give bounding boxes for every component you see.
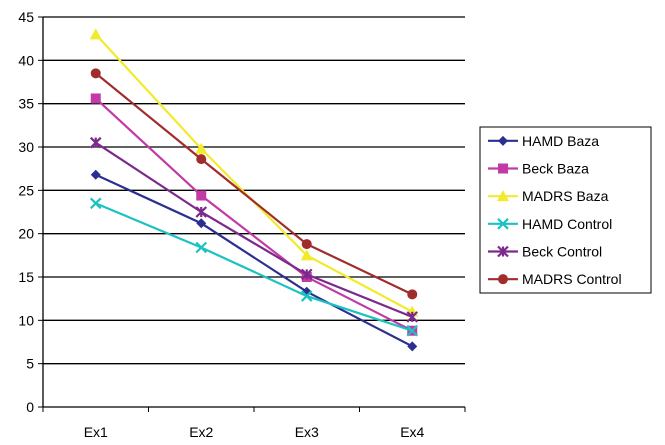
- legend-box: [479, 126, 652, 294]
- series-0-point: [407, 341, 418, 352]
- series-0-point: [196, 218, 207, 229]
- legend: HAMD Baza Beck Baza MADRS Baza HAMD Control…: [479, 126, 652, 294]
- series-4-point: [89, 136, 102, 149]
- series-4-point: [300, 268, 313, 281]
- series-2-point: [300, 249, 313, 261]
- series-3-point: [300, 290, 313, 302]
- x-tick-label: Ex3: [295, 424, 319, 440]
- legend-swatch-marker: [497, 245, 509, 258]
- series-1-point: [90, 93, 101, 104]
- x-tick-label: Ex4: [400, 424, 424, 440]
- series-4-point: [406, 311, 419, 323]
- y-tick-label: 5: [26, 356, 34, 372]
- legend-swatch-marker: [498, 135, 508, 146]
- series-line-4: [95, 141, 413, 318]
- legend-label: HAMD Control: [522, 216, 612, 232]
- y-tick-label: 40: [18, 52, 34, 68]
- legend-swatch-marker: [497, 218, 509, 230]
- series-1-point: [196, 190, 207, 201]
- y-tick-label: 20: [18, 226, 34, 242]
- series-lines: [89, 28, 419, 352]
- y-tick-label: 30: [18, 139, 34, 155]
- series-2-point: [89, 28, 102, 40]
- y-tick-label: 0: [26, 399, 34, 415]
- legend-label: MADRS Control: [522, 271, 622, 287]
- y-tick-label: 25: [18, 182, 34, 198]
- series-line-1: [95, 97, 413, 332]
- x-tick-label: Ex1: [84, 424, 108, 440]
- legend-label: Beck Control: [522, 244, 602, 260]
- axes: [38, 16, 466, 412]
- x-tick-labels: Ex1 Ex2 Ex3 Ex4: [84, 424, 425, 440]
- legend-swatch-marker: [498, 274, 508, 285]
- series-5-point: [407, 289, 418, 300]
- legend-label: MADRS Baza: [522, 188, 609, 204]
- legend-label: Beck Baza: [522, 161, 589, 177]
- legend-label: HAMD Baza: [522, 133, 599, 149]
- legend-swatch-marker: [497, 190, 509, 202]
- series-3-point: [195, 241, 208, 254]
- series-line-5: [95, 72, 413, 296]
- series-2-point: [195, 142, 208, 154]
- series-4-point: [195, 206, 208, 218]
- series-0-point: [90, 169, 101, 180]
- series-5-point: [90, 68, 101, 79]
- y-tick-labels: 0 5 10 15 20 25 30 35 40 45: [18, 9, 34, 415]
- x-tick-label: Ex2: [189, 424, 213, 440]
- y-tick-label: 35: [18, 96, 34, 112]
- series-5-point: [301, 239, 312, 250]
- legend-swatch-marker: [498, 163, 508, 174]
- series-3-point: [406, 324, 419, 337]
- series-line-3: [95, 202, 413, 332]
- series-3-point: [89, 197, 102, 210]
- y-tick-label: 45: [18, 9, 34, 25]
- y-tick-label: 15: [18, 269, 34, 285]
- series-line-0: [95, 173, 413, 348]
- series-5-point: [196, 154, 207, 165]
- gridlines: [43, 16, 465, 365]
- y-tick-label: 10: [18, 312, 34, 328]
